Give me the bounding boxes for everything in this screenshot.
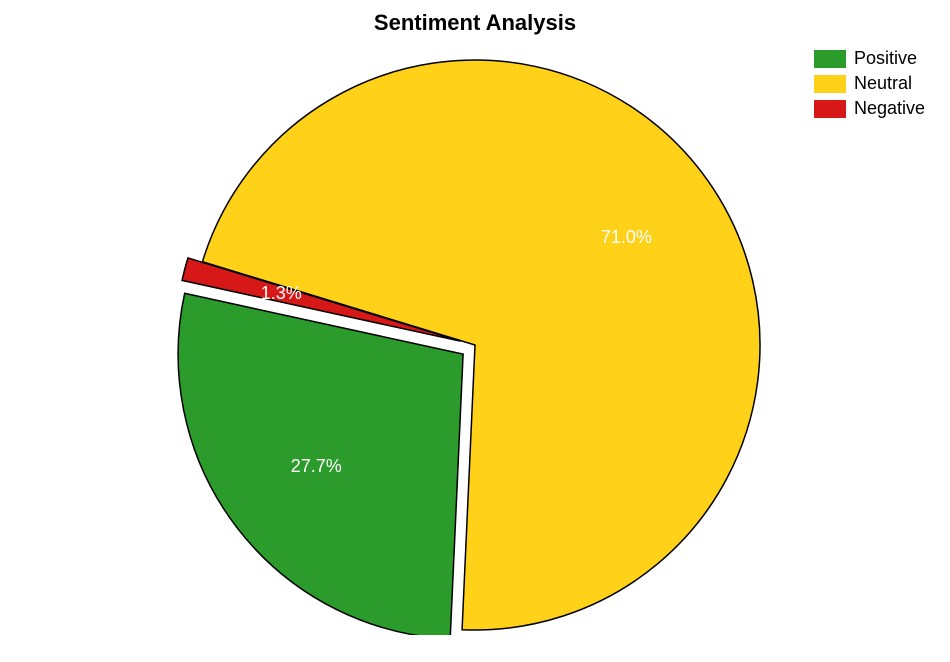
pie-chart-svg: 71.0% 27.7% 1.3% bbox=[175, 55, 775, 635]
slice-label-positive: 27.7% bbox=[291, 456, 342, 476]
slice-label-neutral: 71.0% bbox=[601, 227, 652, 247]
legend-label: Positive bbox=[854, 48, 917, 69]
legend-item-negative: Negative bbox=[814, 98, 925, 119]
legend-item-neutral: Neutral bbox=[814, 73, 925, 94]
legend-item-positive: Positive bbox=[814, 48, 925, 69]
legend-label: Negative bbox=[854, 98, 925, 119]
legend-swatch bbox=[814, 50, 846, 68]
legend-swatch bbox=[814, 100, 846, 118]
pie-chart: 71.0% 27.7% 1.3% bbox=[175, 55, 775, 635]
slice-label-negative: 1.3% bbox=[261, 283, 302, 303]
legend-label: Neutral bbox=[854, 73, 912, 94]
chart-legend: Positive Neutral Negative bbox=[814, 48, 925, 123]
chart-title: Sentiment Analysis bbox=[374, 10, 576, 36]
legend-swatch bbox=[814, 75, 846, 93]
